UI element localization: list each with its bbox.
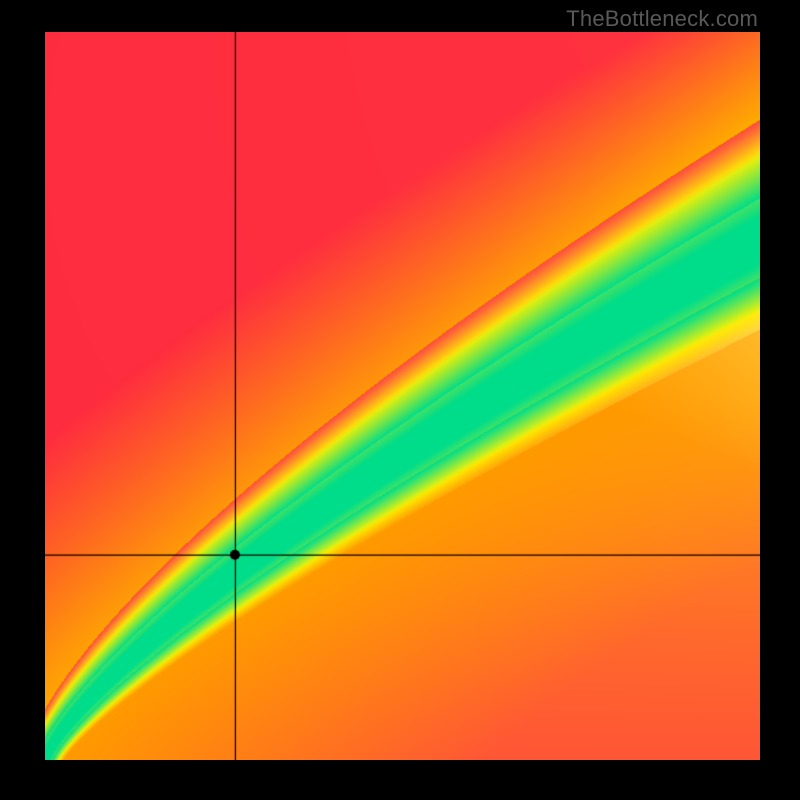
bottleneck-heatmap: [45, 32, 760, 760]
watermark-text: TheBottleneck.com: [566, 6, 758, 32]
chart-container: TheBottleneck.com: [0, 0, 800, 800]
